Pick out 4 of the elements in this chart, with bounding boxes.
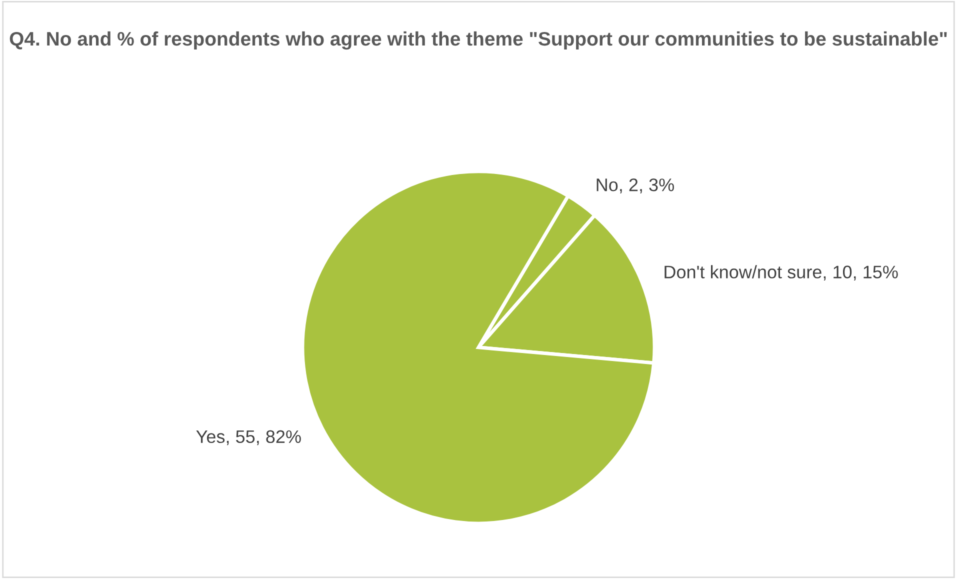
- slice-label: No, 2, 3%: [596, 178, 674, 194]
- slice-label: Don't know/not sure, 10, 15%: [664, 265, 898, 281]
- slice-label: Yes, 55, 82%: [196, 430, 301, 446]
- chart-title: Q4. No and % of respondents who agree with the theme "Support our communities to be sustainable": [10, 31, 947, 50]
